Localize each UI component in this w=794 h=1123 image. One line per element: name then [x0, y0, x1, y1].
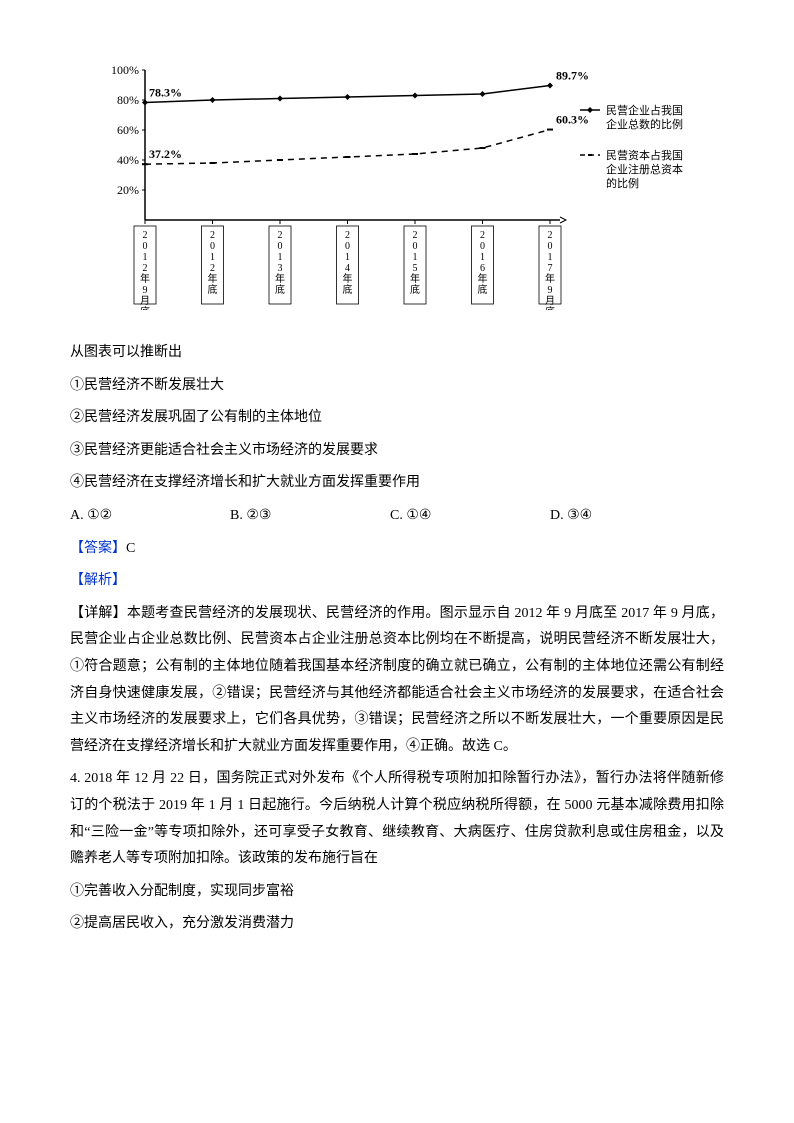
svg-text:37.2%: 37.2% — [149, 147, 182, 161]
answer-line: 【答案】C — [70, 536, 724, 563]
svg-text:民营资本占我国: 民营资本占我国 — [606, 148, 683, 162]
svg-text:3: 3 — [278, 263, 283, 274]
svg-text:1: 1 — [278, 252, 283, 263]
svg-text:0: 0 — [210, 241, 215, 252]
svg-text:年: 年 — [140, 272, 150, 285]
svg-text:年: 年 — [410, 272, 420, 285]
svg-text:底: 底 — [275, 283, 285, 296]
explanation-text: 【详解】本题考查民营经济的发展现状、民营经济的作用。图示显示自 2012 年 9… — [70, 601, 724, 761]
svg-text:底: 底 — [343, 283, 353, 296]
svg-text:7: 7 — [548, 263, 553, 274]
svg-text:0: 0 — [143, 241, 148, 252]
svg-text:年: 年 — [208, 272, 218, 285]
private-economy-chart: 20%40%60%80%100%2012年9月底2012年底2013年底2014… — [100, 60, 740, 310]
svg-text:2: 2 — [413, 230, 418, 241]
option-a: A. ①② — [70, 503, 230, 530]
svg-text:20%: 20% — [117, 183, 139, 197]
svg-text:9: 9 — [548, 285, 553, 296]
svg-text:企业注册总资本: 企业注册总资本 — [606, 162, 683, 176]
answer-value: C — [126, 541, 135, 556]
svg-text:底: 底 — [208, 283, 218, 296]
svg-text:年: 年 — [545, 272, 555, 285]
svg-text:2: 2 — [480, 230, 485, 241]
q4-statement-2: ②提高居民收入，充分激发消费潜力 — [70, 911, 724, 938]
svg-text:月: 月 — [140, 295, 150, 307]
svg-text:1: 1 — [413, 252, 418, 263]
q4-statement-1: ①完善收入分配制度，实现同步富裕 — [70, 879, 724, 906]
svg-text:2: 2 — [210, 230, 215, 241]
svg-text:1: 1 — [345, 252, 350, 263]
svg-text:2: 2 — [548, 230, 553, 241]
svg-text:2: 2 — [210, 263, 215, 274]
option-c: C. ①④ — [390, 503, 550, 530]
svg-text:100%: 100% — [111, 63, 139, 77]
svg-text:年: 年 — [275, 272, 285, 285]
answer-label: 【答案】 — [70, 541, 126, 556]
svg-text:年: 年 — [478, 272, 488, 285]
svg-text:0: 0 — [278, 241, 283, 252]
statement-1: ①民营经济不断发展壮大 — [70, 373, 724, 400]
svg-text:5: 5 — [413, 263, 418, 274]
svg-text:0: 0 — [480, 241, 485, 252]
option-d: D. ③④ — [550, 503, 710, 530]
statement-4: ④民营经济在支撑经济增长和扩大就业方面发挥重要作用 — [70, 470, 724, 497]
svg-text:60%: 60% — [117, 123, 139, 137]
q4-stem: 4. 2018 年 12 月 22 日，国务院正式对外发布《个人所得税专项附加扣… — [70, 766, 724, 872]
chart-inference-lead: 从图表可以推断出 — [70, 340, 724, 367]
svg-text:月: 月 — [545, 295, 555, 307]
svg-text:2: 2 — [143, 263, 148, 274]
svg-text:6: 6 — [480, 263, 485, 274]
svg-text:年: 年 — [343, 272, 353, 285]
svg-text:78.3%: 78.3% — [149, 86, 182, 100]
svg-text:0: 0 — [345, 241, 350, 252]
svg-text:40%: 40% — [117, 153, 139, 167]
analysis-label: 【解析】 — [70, 568, 724, 595]
svg-text:底: 底 — [478, 283, 488, 296]
svg-text:2: 2 — [345, 230, 350, 241]
svg-text:2: 2 — [278, 230, 283, 241]
svg-text:89.7%: 89.7% — [556, 68, 589, 82]
svg-text:0: 0 — [548, 241, 553, 252]
chart-svg: 20%40%60%80%100%2012年9月底2012年底2013年底2014… — [100, 60, 740, 310]
svg-text:9: 9 — [143, 285, 148, 296]
svg-text:1: 1 — [480, 252, 485, 263]
statement-2: ②民营经济发展巩固了公有制的主体地位 — [70, 405, 724, 432]
svg-text:企业总数的比例: 企业总数的比例 — [606, 117, 683, 131]
svg-text:80%: 80% — [117, 93, 139, 107]
statement-3: ③民营经济更能适合社会主义市场经济的发展要求 — [70, 438, 724, 465]
svg-text:2: 2 — [143, 230, 148, 241]
svg-text:底: 底 — [410, 283, 420, 296]
svg-text:60.3%: 60.3% — [556, 113, 589, 127]
options-row: A. ①② B. ②③ C. ①④ D. ③④ — [70, 503, 724, 530]
option-b: B. ②③ — [230, 503, 390, 530]
svg-text:4: 4 — [345, 263, 350, 274]
svg-text:0: 0 — [413, 241, 418, 252]
svg-text:的比例: 的比例 — [606, 176, 639, 190]
svg-text:1: 1 — [548, 252, 553, 263]
svg-text:1: 1 — [143, 252, 148, 263]
svg-text:1: 1 — [210, 252, 215, 263]
svg-text:民营企业占我国: 民营企业占我国 — [606, 103, 683, 117]
